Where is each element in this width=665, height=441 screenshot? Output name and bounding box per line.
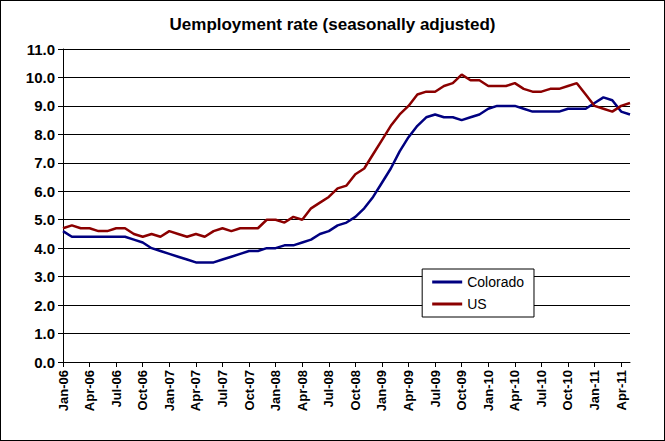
- svg-text:Oct-06: Oct-06: [135, 370, 150, 410]
- svg-text:Jul-08: Jul-08: [321, 370, 336, 408]
- svg-text:1.0: 1.0: [34, 325, 55, 342]
- svg-text:6.0: 6.0: [34, 183, 55, 200]
- svg-text:Jul-10: Jul-10: [534, 370, 549, 408]
- svg-text:8.0: 8.0: [34, 126, 55, 143]
- svg-text:Jan-11: Jan-11: [587, 370, 602, 410]
- svg-text:US: US: [467, 296, 486, 312]
- svg-text:Apr-08: Apr-08: [295, 370, 310, 411]
- svg-text:9.0: 9.0: [34, 97, 55, 114]
- svg-text:Apr-10: Apr-10: [507, 370, 522, 411]
- svg-text:Jul-07: Jul-07: [215, 370, 230, 408]
- svg-text:Apr-11: Apr-11: [614, 370, 629, 410]
- svg-text:Oct-08: Oct-08: [348, 370, 363, 410]
- svg-text:10.0: 10.0: [26, 69, 55, 86]
- svg-text:Apr-09: Apr-09: [401, 370, 416, 411]
- svg-text:Jan-08: Jan-08: [268, 370, 283, 411]
- svg-text:Jan-07: Jan-07: [162, 370, 177, 411]
- svg-text:Oct-07: Oct-07: [242, 370, 257, 410]
- svg-text:Jan-09: Jan-09: [374, 370, 389, 411]
- svg-text:Jul-09: Jul-09: [428, 370, 443, 408]
- svg-text:Apr-07: Apr-07: [188, 370, 203, 411]
- svg-text:0.0: 0.0: [34, 354, 55, 371]
- svg-text:Oct-09: Oct-09: [454, 370, 469, 410]
- svg-text:4.0: 4.0: [34, 240, 55, 257]
- svg-text:Apr-06: Apr-06: [82, 370, 97, 411]
- svg-text:11.0: 11.0: [27, 41, 55, 58]
- svg-text:3.0: 3.0: [34, 268, 55, 285]
- svg-text:Oct-10: Oct-10: [560, 370, 575, 410]
- svg-text:7.0: 7.0: [34, 154, 55, 171]
- svg-text:Jan-06: Jan-06: [56, 370, 71, 411]
- svg-text:Jan-10: Jan-10: [481, 370, 496, 411]
- svg-text:Uemployment rate (seasonally a: Uemployment rate (seasonally adjusted): [170, 15, 496, 34]
- svg-text:Colorado: Colorado: [467, 274, 524, 290]
- svg-text:2.0: 2.0: [34, 297, 55, 314]
- svg-text:Jul-06: Jul-06: [109, 370, 124, 408]
- svg-text:5.0: 5.0: [34, 211, 55, 228]
